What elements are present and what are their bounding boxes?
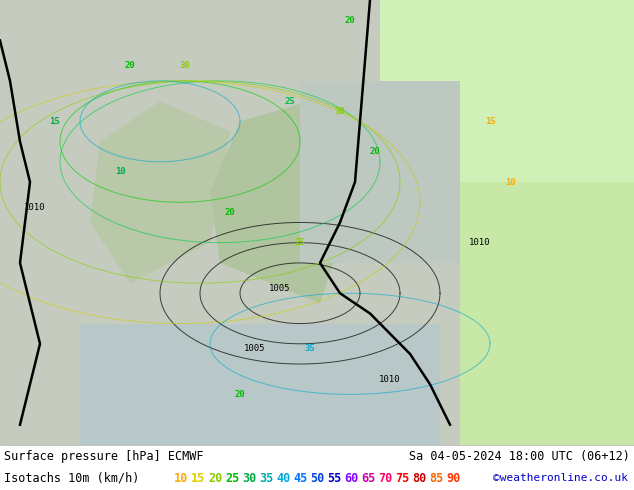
Text: 60: 60	[344, 472, 358, 485]
Text: 15: 15	[49, 117, 60, 126]
Text: 50: 50	[310, 472, 324, 485]
Text: Isotachs 10m (km/h): Isotachs 10m (km/h)	[4, 472, 139, 485]
Text: 25: 25	[295, 238, 306, 247]
Text: 10: 10	[505, 177, 515, 187]
Polygon shape	[90, 101, 230, 283]
Text: 35: 35	[304, 344, 315, 353]
Text: 30: 30	[179, 61, 190, 70]
Text: 1010: 1010	[24, 203, 46, 212]
Text: 20: 20	[208, 472, 223, 485]
Text: 25: 25	[285, 97, 295, 106]
Text: 1005: 1005	[269, 284, 291, 293]
Bar	[80, 323, 440, 445]
Text: ©weatheronline.co.uk: ©weatheronline.co.uk	[493, 473, 628, 483]
Text: 85: 85	[429, 472, 443, 485]
Bar	[300, 81, 460, 263]
Text: Surface pressure [hPa] ECMWF: Surface pressure [hPa] ECMWF	[4, 450, 204, 463]
Text: 75: 75	[395, 472, 410, 485]
Text: 20: 20	[125, 61, 136, 70]
Text: 55: 55	[327, 472, 341, 485]
Polygon shape	[210, 101, 360, 303]
Text: 20: 20	[345, 16, 356, 24]
Text: 30: 30	[335, 107, 346, 116]
Text: 15: 15	[191, 472, 205, 485]
Bar	[460, 0, 634, 445]
Text: 15: 15	[484, 117, 495, 126]
Text: 20: 20	[235, 390, 245, 399]
Text: 25: 25	[225, 472, 239, 485]
Text: 70: 70	[378, 472, 392, 485]
Text: 10: 10	[174, 472, 188, 485]
Text: 30: 30	[242, 472, 256, 485]
Text: 20: 20	[370, 147, 380, 156]
Text: 10: 10	[115, 168, 126, 176]
Text: 45: 45	[293, 472, 307, 485]
Text: 1005: 1005	[244, 344, 266, 353]
Text: 90: 90	[446, 472, 460, 485]
Text: 80: 80	[412, 472, 426, 485]
Bar	[380, 0, 634, 182]
Text: Sa 04-05-2024 18:00 UTC (06+12): Sa 04-05-2024 18:00 UTC (06+12)	[409, 450, 630, 463]
Text: 1010: 1010	[469, 238, 491, 247]
Text: 65: 65	[361, 472, 375, 485]
Text: 40: 40	[276, 472, 290, 485]
Text: 35: 35	[259, 472, 273, 485]
Text: 1010: 1010	[379, 375, 401, 384]
Text: 20: 20	[224, 208, 235, 217]
